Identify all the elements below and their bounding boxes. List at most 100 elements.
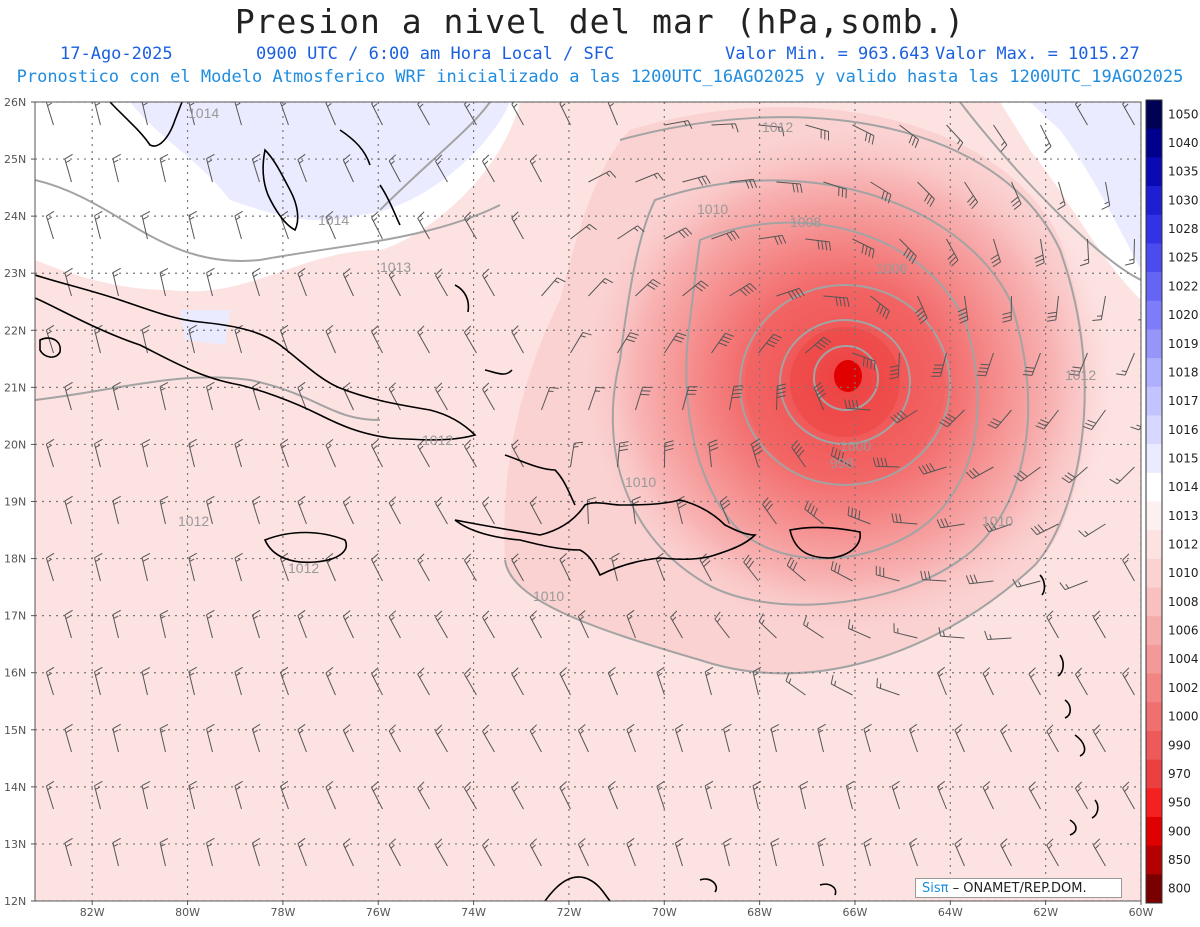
wind-barb xyxy=(112,728,119,753)
wind-barb xyxy=(954,729,965,753)
wind-barb-feather xyxy=(94,438,103,445)
isobar-label: 998 xyxy=(830,455,854,471)
wind-barb-feather xyxy=(986,522,993,531)
wind-barb xyxy=(159,728,166,753)
wind-barb-feather xyxy=(723,723,732,730)
wind-barb-feather xyxy=(1028,781,1036,789)
wind-barb xyxy=(570,332,584,354)
wind-barb-feather xyxy=(1101,205,1110,210)
wind-barb-feather xyxy=(973,574,978,584)
wind-barb-feather xyxy=(344,160,350,165)
wind-barb-feather xyxy=(984,630,988,640)
wind-barb xyxy=(435,388,448,411)
wind-barb xyxy=(699,559,712,582)
wind-barb-feather xyxy=(1030,673,1035,678)
wind-barb-feather xyxy=(607,666,616,674)
wind-barb xyxy=(417,787,430,810)
wind-barb xyxy=(342,730,354,753)
lat-tick-label: 23N xyxy=(4,267,26,280)
wind-barb-feather xyxy=(95,330,101,334)
wind-barb-feather xyxy=(388,610,397,618)
wind-barb-feather xyxy=(252,495,261,502)
wind-barb-feather xyxy=(159,267,169,274)
colorbar-label: 1040 xyxy=(1168,136,1199,150)
wind-barb-feather xyxy=(982,667,991,674)
colorbar-label: 1016 xyxy=(1168,423,1199,437)
wind-barb-feather xyxy=(417,781,425,789)
wind-barb-feather xyxy=(799,780,809,787)
wind-barb xyxy=(817,842,824,867)
wind-barb xyxy=(45,329,54,354)
wind-barb-feather xyxy=(372,103,378,108)
wind-barb-feather xyxy=(281,102,287,107)
wind-barb xyxy=(371,331,383,354)
wind-barb-feather xyxy=(113,387,119,391)
wind-barb xyxy=(1020,466,1041,482)
wind-barb xyxy=(1077,352,1088,376)
wind-barb-feather xyxy=(435,724,443,732)
wind-barb-feather xyxy=(65,843,71,848)
wind-barb-feather xyxy=(465,445,471,450)
wind-barb-feather xyxy=(676,843,682,848)
wind-barb-feather xyxy=(325,210,334,218)
wind-barb xyxy=(463,788,477,810)
wind-barb-feather xyxy=(847,506,850,516)
wind-barb xyxy=(559,673,571,696)
colorbar-label: 1018 xyxy=(1168,365,1199,379)
wind-barb-feather xyxy=(253,615,259,620)
wind-barb-feather xyxy=(848,399,851,409)
wind-barb-feather xyxy=(937,666,945,674)
wind-barb-feather xyxy=(828,241,832,251)
wind-barb-feather xyxy=(1019,470,1028,478)
wind-barb xyxy=(541,277,558,297)
lon-tick-label: 74W xyxy=(461,906,486,919)
wind-barb-feather xyxy=(160,501,166,505)
wind-barb-feather xyxy=(1082,425,1092,431)
wind-barb-feather xyxy=(1047,315,1057,318)
colorbar-swatch xyxy=(1146,300,1162,330)
wind-barb xyxy=(325,330,336,354)
wind-barb xyxy=(297,387,307,411)
wind-barb-feather xyxy=(1075,102,1079,105)
wind-barb-feather xyxy=(733,385,743,387)
wind-barb-feather xyxy=(113,843,119,847)
wind-barb-feather xyxy=(189,102,190,103)
wind-barb-feather xyxy=(1094,844,1100,849)
wind-barb-feather xyxy=(1025,366,1035,369)
wind-barb xyxy=(188,557,195,582)
wind-barb-feather xyxy=(910,843,916,848)
wind-barb xyxy=(188,671,195,696)
wind-barb-feather xyxy=(390,388,395,393)
wind-barb-feather xyxy=(482,724,490,732)
wind-barb xyxy=(813,387,824,411)
wind-barb-feather xyxy=(864,132,868,142)
wind-barb xyxy=(804,508,824,525)
wind-barb-feather xyxy=(752,442,761,449)
wind-barb-feather xyxy=(743,554,750,563)
wind-barb xyxy=(388,160,401,183)
wind-barb xyxy=(681,386,690,411)
lon-tick-label: 78W xyxy=(270,906,295,919)
wind-barb xyxy=(655,558,665,582)
wind-barb-feather xyxy=(1035,425,1045,430)
wind-barb-feather xyxy=(789,559,795,569)
wind-barb-feather xyxy=(253,843,259,848)
wind-barb xyxy=(511,673,524,696)
wind-barb-feather xyxy=(753,446,762,452)
wind-barb-feather xyxy=(889,364,899,368)
wind-barb-feather xyxy=(253,501,259,506)
wind-barb-feather xyxy=(206,609,215,616)
wind-barb xyxy=(634,386,644,411)
wind-barb-feather xyxy=(969,574,974,584)
colorbar-swatch xyxy=(1146,702,1162,732)
wind-barb-feather xyxy=(1001,141,1006,146)
wind-barb-feather xyxy=(1037,524,1045,532)
wind-barb-feather xyxy=(880,457,884,467)
wind-barb-feather xyxy=(714,611,721,620)
wind-barb-feather xyxy=(731,123,734,129)
wind-barb-feather xyxy=(511,553,519,561)
wind-barb xyxy=(1133,238,1135,264)
wind-barb xyxy=(937,672,947,696)
wind-barb-feather xyxy=(748,560,755,569)
wind-barb-feather xyxy=(1078,530,1086,538)
